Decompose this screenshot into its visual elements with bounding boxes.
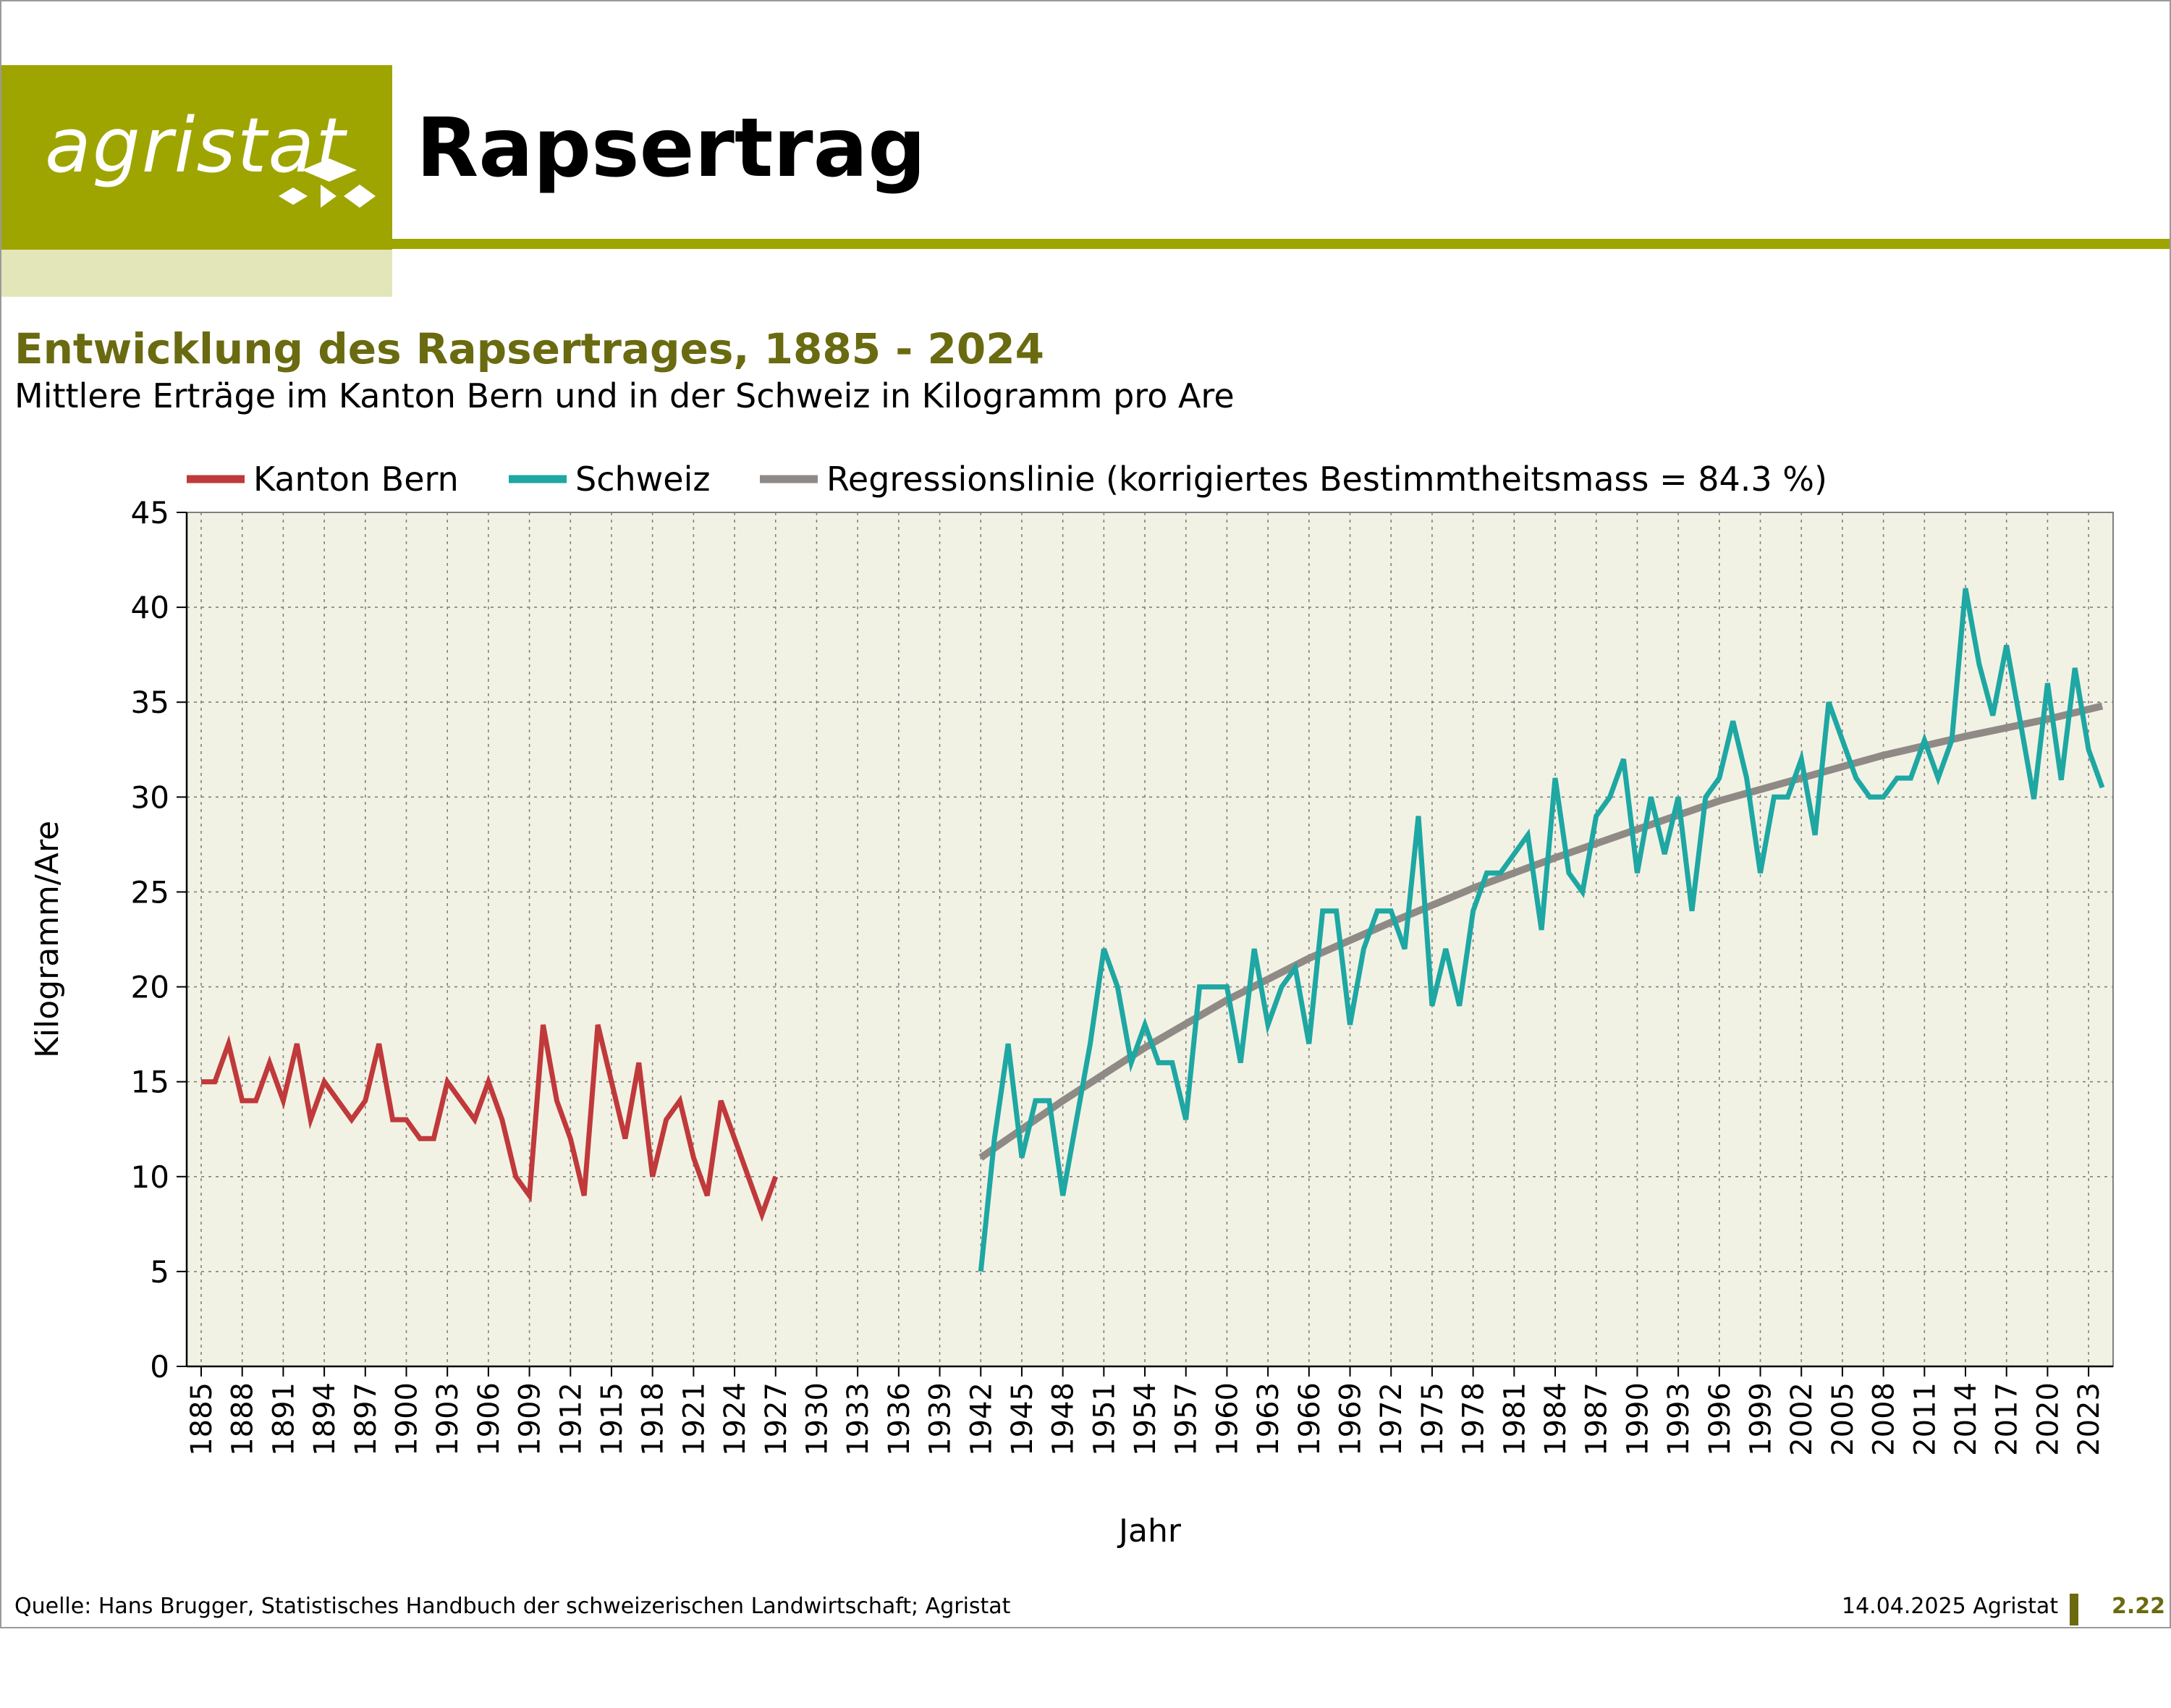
x-tick-label: 1885 (185, 1382, 219, 1456)
legend-label: Kanton Bern (253, 460, 459, 499)
y-tick-label: 20 (131, 970, 169, 1005)
x-tick-label: 1924 (719, 1382, 752, 1456)
x-tick-label: 1900 (390, 1382, 423, 1456)
x-tick-label: 1912 (554, 1382, 588, 1456)
legend-label: Regressionslinie (korrigiertes Bestimmth… (826, 460, 1827, 499)
x-tick-label: 1897 (350, 1382, 383, 1456)
header-rule (392, 239, 2170, 249)
x-tick-label: 1984 (1539, 1382, 1573, 1456)
x-tick-label: 2023 (2073, 1382, 2106, 1456)
regression-line (978, 702, 2104, 1161)
x-tick-label: 1975 (1416, 1382, 1450, 1456)
y-tick-label: 15 (131, 1065, 169, 1100)
x-tick-label: 1987 (1580, 1382, 1614, 1456)
x-tick-label: 1960 (1211, 1382, 1244, 1456)
x-tick-label: 2020 (2031, 1382, 2065, 1456)
x-tick-label: 1903 (431, 1382, 465, 1456)
x-tick-label: 1999 (1745, 1382, 1778, 1456)
page-title: Rapsertrag (416, 101, 926, 195)
y-tick-label: 0 (150, 1349, 169, 1384)
x-tick-label: 1888 (227, 1382, 260, 1456)
x-tick-label: 1996 (1704, 1382, 1737, 1456)
x-tick-label: 1930 (800, 1382, 834, 1456)
x-tick-label: 1915 (596, 1382, 629, 1456)
y-tick-label: 30 (131, 779, 169, 815)
x-tick-label: 1963 (1252, 1382, 1285, 1456)
x-tick-label: 1921 (677, 1382, 711, 1456)
x-tick-label: 1978 (1457, 1382, 1491, 1456)
x-tick-label: 2008 (1868, 1382, 1901, 1456)
x-tick-label: 1933 (842, 1382, 875, 1456)
x-tick-label: 1972 (1375, 1382, 1408, 1456)
y-tick-label: 45 (131, 495, 169, 530)
footer-date: 14.04.2025 Agristat (1842, 1594, 2059, 1619)
x-tick-label: 1966 (1293, 1382, 1326, 1456)
x-tick-label: 1894 (308, 1382, 342, 1456)
series-line-kanton-bern (201, 1024, 779, 1222)
x-tick-label: 1969 (1334, 1382, 1368, 1456)
x-tick-label: 1906 (473, 1382, 506, 1456)
x-tick-label: 1948 (1047, 1382, 1080, 1456)
x-tick-label: 1927 (760, 1382, 793, 1456)
chart-title: Entwicklung des Rapsertrages, 1885 - 202… (14, 324, 1044, 373)
x-tick-label: 1891 (267, 1382, 300, 1456)
logo-wordmark: agristat (45, 101, 347, 190)
x-tick-label: 1942 (965, 1382, 998, 1456)
x-tick-label: 1993 (1662, 1382, 1696, 1456)
x-tick-label: 1936 (883, 1382, 916, 1456)
x-tick-label: 2002 (1785, 1382, 1819, 1456)
footer-divider (2070, 1594, 2078, 1625)
agristat-logo (1, 65, 392, 250)
x-tick-label: 1954 (1129, 1382, 1162, 1456)
y-tick-label: 35 (131, 685, 169, 720)
y-tick-label: 40 (131, 590, 169, 625)
x-tick-label: 1990 (1621, 1382, 1654, 1456)
x-tick-label: 1945 (1006, 1382, 1039, 1456)
plot-area (186, 512, 2114, 1367)
series-lines (201, 588, 2105, 1272)
x-tick-label: 1981 (1498, 1382, 1531, 1456)
x-tick-label: 1909 (514, 1382, 547, 1456)
x-tick-label: 1939 (924, 1382, 957, 1456)
y-tick-label: 5 (150, 1254, 169, 1290)
y-tick-label: 25 (131, 874, 169, 910)
page-frame (0, 0, 2171, 1628)
x-tick-label: 2005 (1827, 1382, 1860, 1456)
x-tick-label: 2011 (1908, 1382, 1942, 1456)
y-axis-label: Kilogramm/Are (29, 821, 66, 1058)
x-tick-label: 2017 (1991, 1382, 2024, 1456)
x-axis-label: Jahr (1117, 1513, 1182, 1550)
chart-legend: Kanton Bern Schweiz Regressionslinie (korr… (187, 460, 1827, 499)
x-tick-label: 1957 (1170, 1382, 1203, 1456)
x-tick-label: 1918 (637, 1382, 670, 1456)
source-note: Quelle: Hans Brugger, Statistisches Hand… (14, 1594, 1011, 1619)
grid-lines (187, 512, 2113, 1366)
x-tick-label: 1951 (1088, 1382, 1121, 1456)
legend-label: Schweiz (575, 460, 711, 499)
line-chart: Kanton Bern Schweiz Regressionslinie (korr… (29, 460, 2114, 1550)
logo-diamonds-icon (279, 158, 376, 208)
series-line-schweiz (978, 588, 2105, 1272)
y-tick-label: 10 (131, 1159, 169, 1195)
chart-subtitle: Mittlere Erträge im Kanton Bern und in d… (14, 376, 1235, 415)
logo-shadow-bar (1, 250, 392, 297)
x-tick-label: 2014 (1950, 1382, 1983, 1456)
page-number: 2.22 (2112, 1594, 2166, 1619)
